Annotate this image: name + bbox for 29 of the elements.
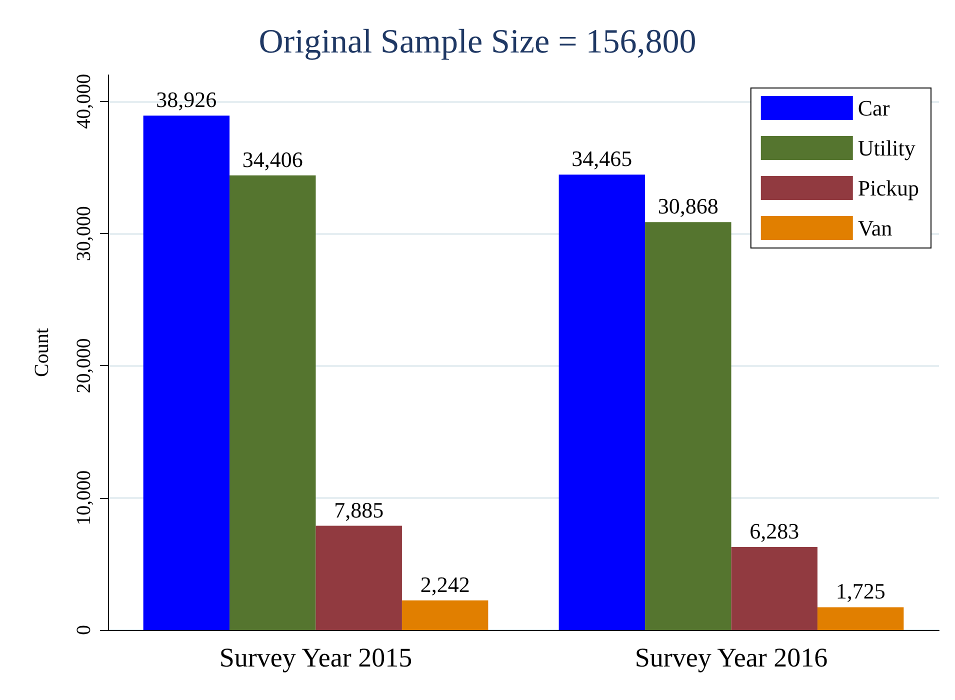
data-label: 34,465 (572, 146, 632, 172)
bar (731, 546, 818, 630)
data-label: 34,406 (242, 146, 303, 172)
y-tick-label: 30,000 (73, 206, 95, 262)
data-label: 2,242 (420, 572, 470, 597)
legend-label: Utility (858, 136, 916, 160)
data-label: 1,725 (836, 578, 886, 604)
x-tick-label: Survey Year 2016 (634, 642, 828, 672)
bar (316, 526, 402, 630)
data-label: 30,868 (658, 194, 718, 219)
data-label: 6,283 (750, 518, 800, 544)
y-tick-label: 0 (73, 625, 95, 635)
bar (817, 607, 904, 630)
bar (645, 222, 732, 630)
bar (230, 175, 316, 630)
bar (143, 116, 230, 630)
bar (558, 174, 646, 630)
x-tick-label: Survey Year 2015 (219, 642, 412, 672)
legend-label: Car (858, 96, 890, 120)
legend-label: Van (858, 216, 892, 240)
y-tick-label: 10,000 (73, 470, 95, 526)
chart-title: Original Sample Size = 156,800 (258, 24, 696, 60)
legend-label: Pickup (858, 176, 920, 200)
y-tick-label: 40,000 (73, 74, 95, 129)
data-label: 38,926 (156, 87, 217, 112)
data-label: 7,885 (334, 497, 384, 522)
y-tick-label: 20,000 (73, 338, 95, 394)
y-axis-title: Count (31, 328, 53, 377)
bar (402, 600, 488, 630)
